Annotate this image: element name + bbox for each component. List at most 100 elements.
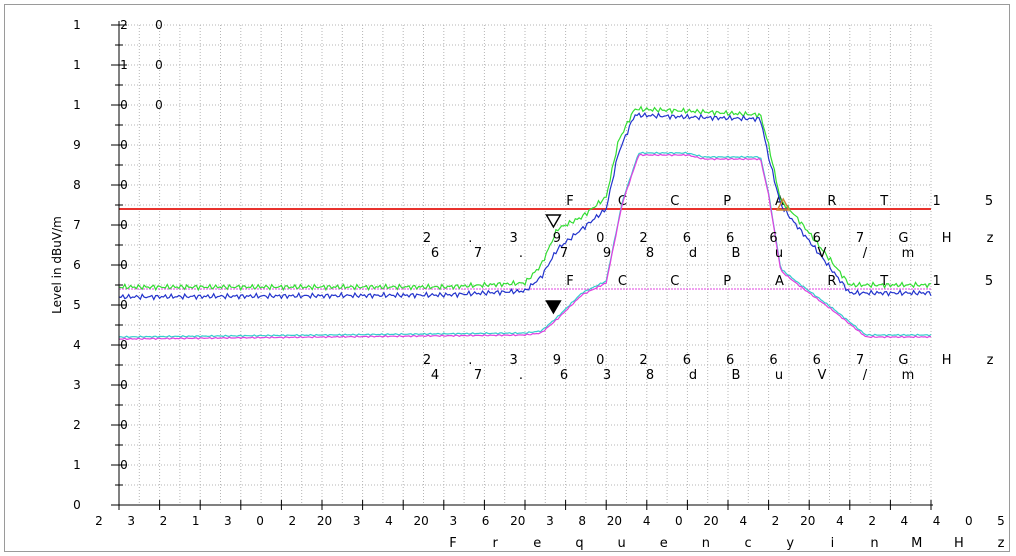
char: 5 xyxy=(985,274,993,289)
char: 3 xyxy=(509,353,517,368)
y-tick-label: 0 xyxy=(73,498,81,512)
char: 1 xyxy=(932,194,940,209)
y-axis-label: Level in dBuV/m xyxy=(50,216,64,314)
x-tick-label: 20 xyxy=(414,514,429,528)
char: B xyxy=(732,368,741,383)
y-tick-label: 1 xyxy=(73,458,81,472)
x-tick-label: 0 xyxy=(675,514,683,528)
y-tick-label: 0 xyxy=(120,98,128,112)
char: . xyxy=(519,368,523,383)
series-trace xyxy=(118,105,931,292)
char: 4 xyxy=(431,368,439,383)
char: T xyxy=(879,274,888,289)
char: P xyxy=(723,194,731,209)
char: 7 xyxy=(474,368,482,383)
char: A xyxy=(775,274,784,289)
char: G xyxy=(898,353,908,368)
char: 6 xyxy=(560,368,568,383)
x-tick-label: 3 xyxy=(224,514,232,528)
series-traces xyxy=(118,105,932,341)
char: R xyxy=(827,274,836,289)
x-tick-label: 2 xyxy=(868,514,876,528)
x-tick-label: 6 xyxy=(482,514,490,528)
char: . xyxy=(519,246,523,261)
char: 7 xyxy=(856,231,864,246)
y-tick-label: 8 xyxy=(73,178,81,192)
axes: 1 2 01 1 01 0 09 08 07 06 05 04 03 02 01 002 3 2 1 3 0 2 20 3 4 2… xyxy=(73,18,1005,551)
y-tick-label: 0 xyxy=(120,258,128,272)
char: 6 xyxy=(683,231,691,246)
x-tick-label: 3 xyxy=(353,514,361,528)
y-tick-label: 0 xyxy=(120,338,128,352)
y-tick-label: 0 xyxy=(120,298,128,312)
char: M xyxy=(911,536,922,551)
char: 6 xyxy=(683,353,691,368)
limit-label: F C C P A R T 1 5 xyxy=(566,274,993,289)
char: 6 xyxy=(769,231,777,246)
char: G xyxy=(898,231,908,246)
char: 7 xyxy=(560,246,568,261)
x-tick-label: 4 xyxy=(836,514,844,528)
x-tick-label: 8 xyxy=(578,514,586,528)
char: 6 xyxy=(813,231,821,246)
char: d xyxy=(689,246,697,261)
char: H xyxy=(954,536,964,551)
char: q xyxy=(575,536,583,551)
y-tick-label: 3 xyxy=(73,378,81,392)
char: . xyxy=(468,231,472,246)
y-tick-label: 6 xyxy=(73,258,81,272)
y-tick-label: 1 xyxy=(73,58,81,72)
char: e xyxy=(660,536,668,551)
x-tick-label: 20 xyxy=(703,514,718,528)
char: / xyxy=(863,368,868,383)
char: C xyxy=(670,194,679,209)
char: B xyxy=(732,246,741,261)
char: z xyxy=(987,231,994,246)
char: 7 xyxy=(856,353,864,368)
char: H xyxy=(942,353,952,368)
y-tick-label: 0 xyxy=(155,18,163,32)
y-tick-label: 0 xyxy=(155,58,163,72)
char: 3 xyxy=(603,368,611,383)
char: H xyxy=(942,231,952,246)
char: R xyxy=(827,194,836,209)
char: 6 xyxy=(431,246,439,261)
x-tick-label: 4 xyxy=(385,514,393,528)
char: 8 xyxy=(646,246,654,261)
char: u xyxy=(775,246,783,261)
y-tick-label: 1 xyxy=(120,58,128,72)
char: 0 xyxy=(596,231,604,246)
x-tick-label: 4 xyxy=(739,514,747,528)
char: n xyxy=(870,536,878,551)
char: 6 xyxy=(726,353,734,368)
x-tick-label: 2 xyxy=(95,514,103,528)
char: 9 xyxy=(553,231,561,246)
x-tick-label: 4 xyxy=(901,514,909,528)
series-trace xyxy=(118,151,932,339)
grid xyxy=(119,24,932,505)
x-tick-label: 2 xyxy=(288,514,296,528)
x-tick-label: 3 xyxy=(450,514,458,528)
x-tick-label: 4 xyxy=(933,514,941,528)
x-tick-label: 3 xyxy=(546,514,554,528)
char: r xyxy=(492,536,498,551)
char: 6 xyxy=(769,353,777,368)
char: 2 xyxy=(639,231,647,246)
char: / xyxy=(863,246,868,261)
char: 1 xyxy=(932,274,940,289)
char: 2 xyxy=(639,353,647,368)
x-tick-label: 5 xyxy=(997,514,1005,528)
y-tick-label: 0 xyxy=(120,418,128,432)
series-trace xyxy=(118,111,932,301)
y-tick-label: 4 xyxy=(73,338,81,352)
x-tick-label: 3 xyxy=(127,514,135,528)
char: F xyxy=(566,194,573,209)
x-tick-label: 2 xyxy=(160,514,168,528)
y-tick-label: 7 xyxy=(73,218,81,232)
